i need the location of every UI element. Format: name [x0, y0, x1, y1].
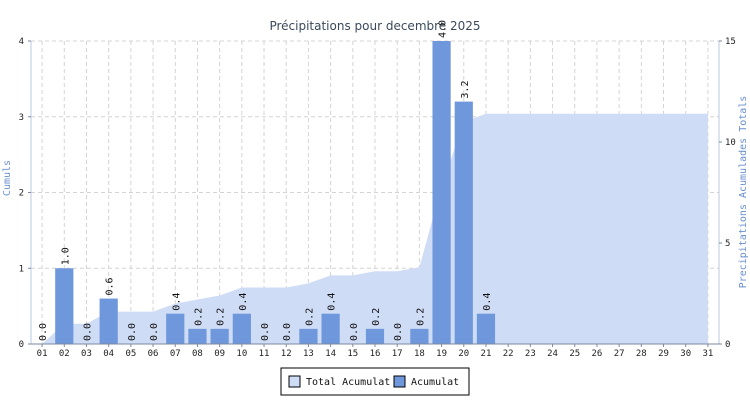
x-tick-label: 25 [569, 349, 580, 359]
x-tick-label: 01 [37, 349, 48, 359]
x-tick-label: 11 [259, 349, 270, 359]
bar-data-label: 0.0 [38, 323, 49, 341]
bar-data-label: 0.0 [393, 323, 404, 341]
bar-data-label: 0.0 [349, 323, 360, 341]
bar [299, 328, 318, 344]
x-tick-label: 05 [125, 349, 136, 359]
bar-data-label: 0.4 [171, 293, 182, 311]
legend-swatch-acumulat [393, 375, 406, 388]
x-tick-label: 09 [214, 349, 225, 359]
bar-data-label: 0.4 [238, 293, 249, 311]
x-tick-label: 07 [170, 349, 181, 359]
bar [410, 328, 429, 344]
bar-data-label: 0.0 [127, 323, 138, 341]
x-tick-label: 20 [458, 349, 469, 359]
x-tick-label: 03 [81, 349, 92, 359]
bar-series: 0.0 1.0 0.0 0.6 0.0 0.0 0.4 0.2 0.2 0.4 0.0 0.0 0.2 0… [38, 20, 496, 344]
bar-data-label: 0.4 [482, 293, 493, 311]
y-tick-label-left: 4 [19, 37, 24, 47]
x-tick-label: 19 [436, 349, 447, 359]
bar [210, 328, 229, 344]
bar-data-label: 0.0 [282, 323, 293, 341]
y-tick-label-right: 0 [725, 340, 730, 350]
x-tick-label: 24 [547, 349, 558, 359]
bar [232, 313, 251, 344]
bar-data-label: 1.0 [60, 247, 71, 265]
x-tick-label: 27 [614, 349, 625, 359]
x-tick-label: 28 [636, 349, 647, 359]
x-tick-label: 02 [59, 349, 70, 359]
y-tick-label-left: 1 [19, 264, 24, 274]
bar-data-label: 0.2 [304, 308, 315, 326]
x-tick-label: 10 [236, 349, 247, 359]
bar-data-label: 0.2 [216, 308, 227, 326]
x-tick-label: 04 [103, 349, 114, 359]
x-tick-label: 21 [481, 349, 492, 359]
bar-data-label: 0.0 [149, 323, 160, 341]
x-tick-label: 23 [525, 349, 536, 359]
bar-data-label: 0.6 [105, 277, 116, 295]
bar [454, 101, 473, 344]
bar-data-label: 4.0 [438, 20, 449, 38]
bar [188, 328, 207, 344]
legend-box [280, 367, 470, 396]
bar [166, 313, 185, 344]
x-tick-label: 30 [680, 349, 691, 359]
area-series [42, 113, 708, 344]
x-tick-label: 06 [148, 349, 159, 359]
y-tick-label-right: 10 [725, 138, 736, 148]
legend-swatch-total [288, 375, 301, 388]
bar [99, 298, 118, 344]
y-tick-label-right: 5 [725, 239, 730, 249]
bar-data-label: 0.0 [260, 323, 271, 341]
legend-label-acumulat: Acumulat [411, 377, 459, 388]
y-axis-right-label: Precipitations Acumulades Totals [738, 96, 749, 289]
bar [432, 41, 451, 344]
chart-title: Précipitations pour decembre 2025 [269, 19, 480, 33]
bar-data-label: 0.4 [327, 293, 338, 311]
bar-data-label: 0.0 [82, 323, 93, 341]
x-tick-label: 13 [303, 349, 314, 359]
bar [321, 313, 340, 344]
x-tick-label: 22 [503, 349, 514, 359]
bar-data-label: 3.2 [460, 81, 471, 99]
x-tick-label: 08 [192, 349, 203, 359]
y-tick-label-left: 3 [19, 113, 24, 123]
bar [55, 268, 74, 344]
x-tick-label: 26 [592, 349, 603, 359]
y-tick-label-right: 15 [725, 37, 736, 47]
x-tick-label: 17 [392, 349, 403, 359]
bar-data-label: 0.2 [193, 308, 204, 326]
x-tick-label: 12 [281, 349, 292, 359]
bar-data-label: 0.2 [415, 308, 426, 326]
x-tick-label: 18 [414, 349, 425, 359]
legend: Total Acumulat Acumulat [280, 367, 470, 396]
y-tick-label-left: 2 [19, 189, 24, 199]
y-axis-left-label: Cumuls [2, 160, 13, 196]
legend-label-total: Total Acumulat [306, 377, 390, 388]
x-tick-label: 16 [370, 349, 381, 359]
x-tick-label: 14 [325, 349, 336, 359]
bar-data-label: 0.2 [371, 308, 382, 326]
area-total-acumulat [42, 113, 708, 344]
x-tick-label: 15 [347, 349, 358, 359]
x-tick-label: 31 [702, 349, 713, 359]
x-tick-label: 29 [658, 349, 669, 359]
y-tick-label-left: 0 [19, 340, 24, 350]
bar [365, 328, 385, 344]
bar [476, 313, 496, 344]
